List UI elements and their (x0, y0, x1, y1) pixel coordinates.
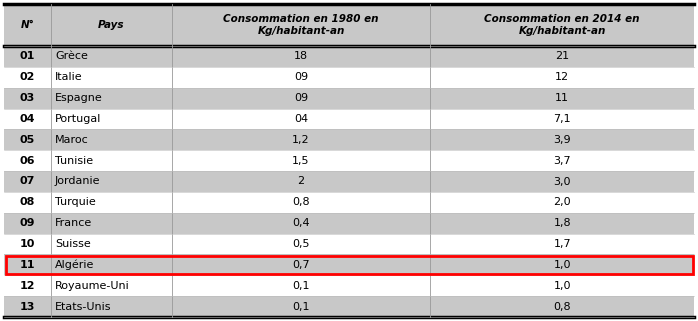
Text: 11: 11 (20, 260, 35, 270)
Text: 0,8: 0,8 (292, 197, 310, 207)
Text: 7,1: 7,1 (554, 114, 571, 124)
Text: 09: 09 (20, 218, 35, 228)
Text: 01: 01 (20, 51, 35, 61)
Text: 21: 21 (555, 51, 570, 61)
Text: 07: 07 (20, 177, 35, 187)
Text: 03: 03 (20, 93, 35, 103)
Text: 09: 09 (294, 93, 308, 103)
Text: 02: 02 (20, 72, 35, 82)
Bar (4, 67, 694, 88)
Text: Royaume-Uni: Royaume-Uni (55, 281, 130, 291)
Text: 18: 18 (294, 51, 308, 61)
Text: 2,0: 2,0 (554, 197, 571, 207)
Text: Maroc: Maroc (55, 135, 89, 145)
Text: 05: 05 (20, 135, 35, 145)
Text: 13: 13 (20, 301, 35, 312)
Text: 10: 10 (20, 239, 35, 249)
Text: 12: 12 (555, 72, 570, 82)
Text: 08: 08 (20, 197, 35, 207)
Text: N°: N° (20, 20, 34, 30)
Bar (4, 234, 694, 255)
Text: 2: 2 (297, 177, 304, 187)
Text: Espagne: Espagne (55, 93, 103, 103)
Bar (4, 129, 694, 150)
Bar (4, 213, 694, 234)
Text: 1,7: 1,7 (554, 239, 571, 249)
Text: 0,1: 0,1 (292, 281, 310, 291)
Bar (4, 108, 694, 129)
Text: 0,7: 0,7 (292, 260, 310, 270)
Text: Pays: Pays (98, 20, 124, 30)
Text: 1,2: 1,2 (292, 135, 310, 145)
Bar (4, 46, 694, 67)
Text: 0,4: 0,4 (292, 218, 310, 228)
Text: Italie: Italie (55, 72, 82, 82)
Text: Algérie: Algérie (55, 260, 94, 270)
Text: Etats-Unis: Etats-Unis (55, 301, 112, 312)
Text: 1,0: 1,0 (554, 260, 571, 270)
Text: 0,5: 0,5 (292, 239, 310, 249)
Bar (6, 256, 692, 274)
Text: 09: 09 (294, 72, 308, 82)
Text: 1,5: 1,5 (292, 156, 310, 166)
Text: Turquie: Turquie (55, 197, 96, 207)
Text: 1,0: 1,0 (554, 281, 571, 291)
Text: Tunisie: Tunisie (55, 156, 93, 166)
Text: Suisse: Suisse (55, 239, 91, 249)
Bar (4, 150, 694, 171)
Bar (4, 4, 694, 46)
Text: France: France (55, 218, 92, 228)
Bar (4, 88, 694, 108)
Bar (4, 255, 694, 275)
Text: Jordanie: Jordanie (55, 177, 101, 187)
Bar (4, 171, 694, 192)
Text: Grèce: Grèce (55, 51, 88, 61)
Text: 0,1: 0,1 (292, 301, 310, 312)
Text: 1,8: 1,8 (554, 218, 571, 228)
Text: 04: 04 (294, 114, 308, 124)
Text: 0,8: 0,8 (554, 301, 571, 312)
Text: 06: 06 (20, 156, 35, 166)
Text: Consommation en 2014 en
Kg/habitant-an: Consommation en 2014 en Kg/habitant-an (484, 14, 640, 36)
Text: 3,9: 3,9 (554, 135, 571, 145)
Bar (4, 275, 694, 296)
Text: 3,0: 3,0 (554, 177, 571, 187)
Text: 3,7: 3,7 (554, 156, 571, 166)
Bar (4, 296, 694, 317)
Text: Consommation en 1980 en
Kg/habitant-an: Consommation en 1980 en Kg/habitant-an (223, 14, 379, 36)
Text: 04: 04 (20, 114, 35, 124)
Text: 11: 11 (555, 93, 569, 103)
Text: Portugal: Portugal (55, 114, 101, 124)
Text: 12: 12 (20, 281, 35, 291)
Bar (4, 192, 694, 213)
